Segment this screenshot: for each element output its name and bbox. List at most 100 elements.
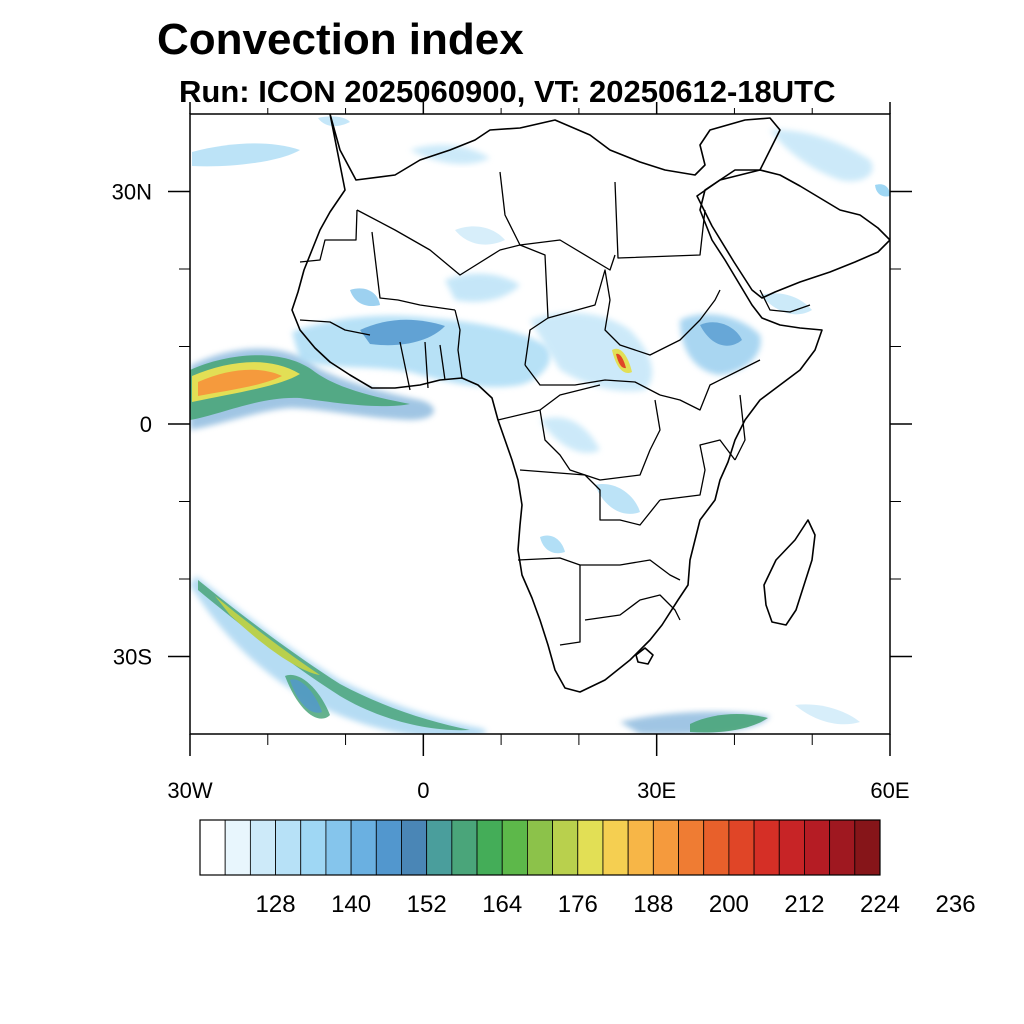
convection-field: [190, 116, 890, 734]
colorbar-label: 152: [407, 891, 447, 918]
colorbar-swatch: [375, 819, 402, 876]
colorbar-swatch: [426, 819, 453, 876]
field-atlantic-peak: [198, 369, 282, 396]
colorbar-frame: [199, 819, 881, 876]
field-sahel-north: [445, 273, 520, 302]
colorbar-swatch: [552, 819, 579, 876]
border-somalia: [734, 394, 746, 461]
border-car: [524, 364, 661, 396]
border-south-africa: [584, 594, 681, 621]
x-tick-label: 0: [417, 778, 429, 803]
border-yemen: [759, 289, 811, 313]
border-drc: [539, 399, 661, 481]
field-angola: [540, 535, 565, 554]
colorbar-swatch: [652, 819, 679, 876]
field-congo: [540, 417, 600, 453]
colorbar-swatch: [249, 819, 276, 876]
y-tick-label: 0: [140, 412, 152, 437]
colorbar-swatch: [501, 819, 528, 876]
lesotho-border: [635, 647, 654, 665]
field-far-south-east: [795, 704, 860, 725]
field-ethiopia-core: [700, 322, 742, 346]
y-axis: 30N 0 30S: [112, 180, 912, 670]
country-borders: [299, 171, 811, 646]
field-central-africa: [530, 312, 653, 392]
x-tick-label: 30W: [167, 778, 212, 803]
border-nigeria: [454, 309, 463, 379]
field-mauritania: [350, 288, 380, 307]
colorbar-label: 128: [256, 891, 296, 918]
colorbar-swatch: [199, 819, 226, 876]
field-west-africa: [292, 315, 551, 388]
field-south-sudan-peak: [616, 353, 626, 369]
colorbar-swatch: [778, 819, 805, 876]
colorbar-label: 164: [482, 891, 522, 918]
field-indian-ocean-core: [690, 714, 768, 733]
colorbar-swatch: [300, 819, 327, 876]
x-axis: 30W 0 30E 60E: [167, 102, 910, 803]
border-angola-zambia: [519, 469, 661, 526]
coastlines: [291, 114, 890, 693]
field-maghreb: [410, 144, 490, 165]
colorbar-label: 212: [784, 891, 824, 918]
field-south-atlantic-outer: [190, 576, 487, 734]
colorbar: 128 140 152 164 176 188 200 212 224 236: [199, 819, 976, 918]
y-tick-label: 30S: [113, 645, 152, 670]
field-algeria: [455, 226, 505, 245]
colorbar-label: 200: [709, 891, 749, 918]
y-tick-label: 30N: [112, 180, 152, 205]
chart-title: Convection index: [157, 15, 524, 64]
field-iran: [875, 184, 890, 197]
border-namibia-botswana: [559, 565, 581, 646]
field-middle-east: [770, 129, 873, 182]
colorbar-swatch: [224, 819, 251, 876]
arabian-coast: [696, 169, 890, 299]
colorbar-label: 140: [331, 891, 371, 918]
border-congo-north: [497, 384, 601, 421]
colorbar-swatch: [804, 819, 831, 876]
colorbar-swatch: [728, 819, 755, 876]
colorbar-swatch: [703, 819, 730, 876]
border-senegal: [299, 319, 371, 336]
border-libya: [499, 171, 616, 271]
field-north-atlantic: [192, 143, 300, 167]
colorbar-swatch: [627, 819, 654, 876]
x-tick-label: 30E: [637, 778, 676, 803]
border-sudan: [547, 269, 721, 356]
colorbar-swatch: [577, 819, 604, 876]
colorbar-swatch: [275, 819, 302, 876]
colorbar-swatch: [476, 819, 503, 876]
border-egypt-sudan: [614, 181, 706, 259]
colorbar-swatch: [325, 819, 352, 876]
x-tick-label: 60E: [870, 778, 909, 803]
field-iberia: [318, 116, 350, 127]
colorbar-label: 188: [633, 891, 673, 918]
border-algeria-south: [356, 209, 521, 276]
colorbar-label: 236: [936, 891, 976, 918]
border-western-sahara: [299, 209, 358, 263]
border-namibia: [517, 557, 681, 581]
colorbar-label: 224: [860, 891, 900, 918]
colorbar-swatch: [854, 819, 881, 876]
colorbar-swatch: [829, 819, 856, 876]
colorbar-swatch: [350, 819, 377, 876]
madagascar-coast: [763, 519, 816, 626]
chart-subtitle: Run: ICON 2025060900, VT: 20250612-18UTC: [179, 74, 836, 109]
colorbar-swatch: [678, 819, 705, 876]
map-background: [190, 114, 890, 734]
field-west-africa-core: [360, 319, 445, 346]
border-mali: [371, 231, 456, 311]
border-gulf-states: [399, 341, 446, 391]
colorbar-swatch: [451, 819, 478, 876]
map-panel: 30W 0 30E 60E 30N 0 30S: [112, 102, 912, 803]
field-south-atlantic-tail-core: [290, 679, 322, 713]
colorbar-swatch: [527, 819, 553, 876]
colorbar-label: 176: [558, 891, 598, 918]
colorbar-swatch: [401, 819, 428, 876]
border-uganda-kenya: [659, 359, 761, 411]
africa-coast: [291, 114, 823, 693]
border-tanzania: [659, 439, 736, 501]
field-tanzania: [595, 484, 640, 514]
colorbar-swatch: [602, 819, 629, 876]
